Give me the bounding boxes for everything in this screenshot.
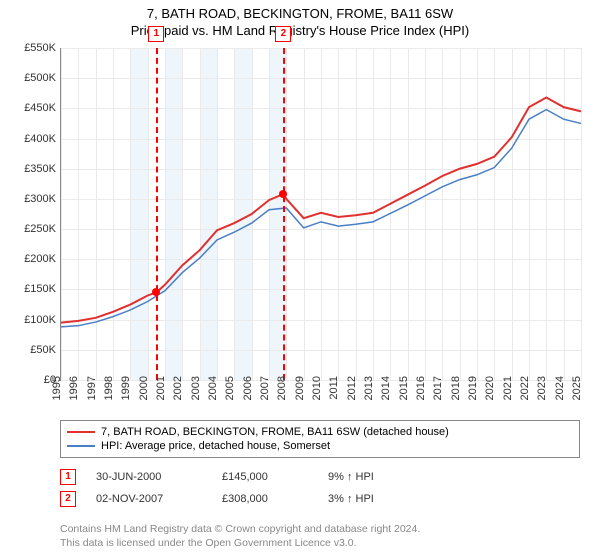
legend-swatch [67, 431, 95, 433]
gridline-v [581, 48, 582, 380]
event-marker-box: 1 [148, 26, 164, 42]
event-marker-box: 2 [275, 26, 291, 42]
x-axis-label: 2006 [242, 376, 254, 416]
x-axis-label: 2013 [363, 376, 375, 416]
y-axis-label: £150K [0, 283, 56, 295]
footer-line-1: Contains HM Land Registry data © Crown c… [60, 522, 580, 536]
plot-area: 12 [60, 48, 581, 381]
x-axis-label: 1999 [120, 376, 132, 416]
event-date: 02-NOV-2007 [82, 493, 216, 505]
x-axis-label: 1996 [68, 376, 80, 416]
y-axis-label: £200K [0, 253, 56, 265]
x-axis-label: 2014 [380, 376, 392, 416]
y-axis-label: £400K [0, 133, 56, 145]
legend-row: HPI: Average price, detached house, Some… [67, 439, 573, 453]
legend: 7, BATH ROAD, BECKINGTON, FROME, BA11 6S… [60, 420, 580, 458]
y-axis-label: £350K [0, 163, 56, 175]
y-axis-label: £0 [0, 374, 56, 386]
event-pct: 9% ↑ HPI [328, 471, 448, 483]
series-line [61, 97, 581, 322]
y-axis-label: £300K [0, 193, 56, 205]
x-axis-label: 2004 [207, 376, 219, 416]
legend-swatch [67, 445, 95, 447]
x-axis-label: 2009 [294, 376, 306, 416]
events-table: 1 30-JUN-2000 £145,000 9% ↑ HPI 2 02-NOV-2007… [60, 466, 580, 510]
event-date: 30-JUN-2000 [82, 471, 216, 483]
x-axis-label: 2015 [398, 376, 410, 416]
event-row: 1 30-JUN-2000 £145,000 9% ↑ HPI [60, 466, 580, 488]
x-axis-label: 2023 [536, 376, 548, 416]
x-axis-label: 2008 [276, 376, 288, 416]
x-axis-label: 2024 [554, 376, 566, 416]
event-pct: 3% ↑ HPI [328, 493, 448, 505]
x-axis-label: 2007 [259, 376, 271, 416]
chart-container: 7, BATH ROAD, BECKINGTON, FROME, BA11 6S… [0, 0, 600, 560]
chart-svg [61, 48, 581, 380]
x-axis-label: 2001 [155, 376, 167, 416]
legend-label: HPI: Average price, detached house, Some… [101, 440, 330, 452]
y-axis-label: £450K [0, 102, 56, 114]
event-vline [283, 48, 285, 380]
y-axis-label: £100K [0, 314, 56, 326]
legend-label: 7, BATH ROAD, BECKINGTON, FROME, BA11 6S… [101, 426, 449, 438]
event-price: £145,000 [222, 471, 322, 483]
event-number-box: 1 [60, 469, 76, 485]
chart-title-1: 7, BATH ROAD, BECKINGTON, FROME, BA11 6S… [0, 0, 600, 21]
footer-line-2: This data is licensed under the Open Gov… [60, 536, 580, 550]
x-axis-label: 2011 [328, 376, 340, 416]
event-price: £308,000 [222, 493, 322, 505]
x-axis-label: 2002 [172, 376, 184, 416]
x-axis-label: 2022 [519, 376, 531, 416]
y-axis-label: £50K [0, 344, 56, 356]
x-axis-label: 2018 [450, 376, 462, 416]
x-axis-label: 2025 [571, 376, 583, 416]
x-axis-label: 1997 [86, 376, 98, 416]
x-axis-label: 2016 [415, 376, 427, 416]
event-vline [156, 48, 158, 380]
x-axis-label: 2017 [432, 376, 444, 416]
event-number-box: 2 [60, 491, 76, 507]
series-line [61, 110, 581, 327]
x-axis-label: 2005 [224, 376, 236, 416]
x-axis-label: 2012 [346, 376, 358, 416]
legend-row: 7, BATH ROAD, BECKINGTON, FROME, BA11 6S… [67, 425, 573, 439]
x-axis-label: 2021 [502, 376, 514, 416]
x-axis-label: 2010 [311, 376, 323, 416]
x-axis-label: 2020 [484, 376, 496, 416]
x-axis-label: 2003 [190, 376, 202, 416]
event-row: 2 02-NOV-2007 £308,000 3% ↑ HPI [60, 488, 580, 510]
x-axis-label: 1998 [103, 376, 115, 416]
x-axis-label: 2019 [467, 376, 479, 416]
y-axis-label: £550K [0, 42, 56, 54]
y-axis-label: £500K [0, 72, 56, 84]
y-axis-label: £250K [0, 223, 56, 235]
footer-attribution: Contains HM Land Registry data © Crown c… [60, 522, 580, 550]
chart-title-2: Price paid vs. HM Land Registry's House … [0, 21, 600, 38]
x-axis-label: 2000 [138, 376, 150, 416]
